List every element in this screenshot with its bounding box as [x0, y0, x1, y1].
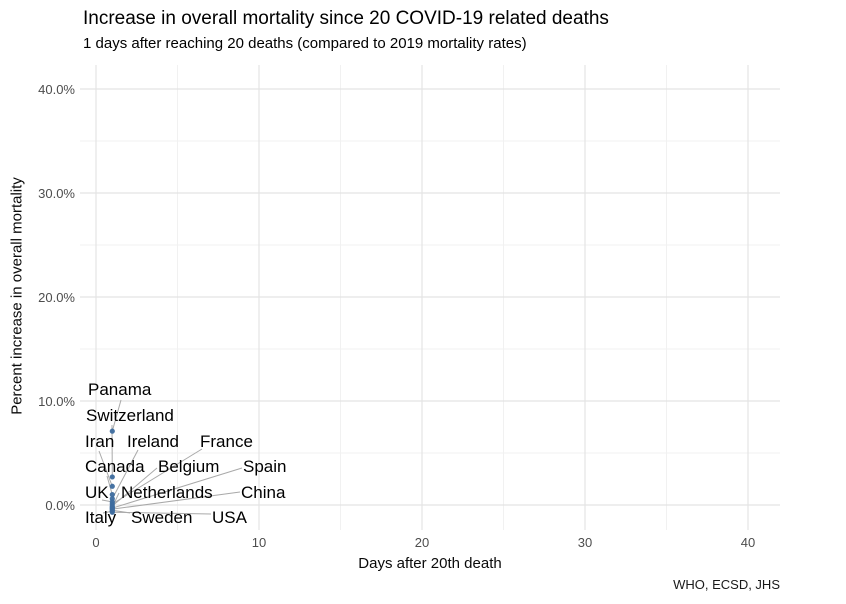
x-axis-title: Days after 20th death [358, 555, 502, 572]
x-tick-label: 0 [92, 535, 100, 550]
leader-line-ireland [111, 449, 139, 499]
leader-line-belgium [111, 467, 158, 507]
leader-line-canada [106, 475, 113, 495]
country-label-china: China [241, 483, 286, 502]
leader-line-china [112, 491, 241, 510]
data-point-uk [109, 499, 115, 505]
y-tick-label: 30.0% [38, 186, 75, 201]
data-point-switzerland [109, 474, 115, 480]
country-label-ireland: Ireland [127, 432, 179, 451]
country-label-italy: Italy [85, 508, 117, 527]
leader-line-usa [112, 511, 212, 515]
country-label-netherlands: Netherlands [121, 483, 213, 502]
country-label-canada: Canada [85, 457, 145, 476]
y-tick-label: 10.0% [38, 394, 75, 409]
leader-line-iran [98, 450, 113, 487]
country-label-panama: Panama [88, 380, 152, 399]
data-point-iran [109, 483, 115, 489]
country-label-france: France [200, 432, 253, 451]
country-label-iran: Iran [85, 432, 115, 451]
leader-line-spain [112, 467, 243, 509]
x-tick-label: 30 [577, 535, 593, 550]
data-point-canada [109, 492, 115, 498]
country-label-uk: UK [85, 483, 109, 502]
source-caption: WHO, ECSD, JHS [673, 577, 780, 592]
country-label-spain: Spain [243, 457, 287, 476]
country-label-belgium: Belgium [158, 457, 220, 476]
leader-line-france [112, 448, 203, 505]
country-label-sweden: Sweden [131, 508, 193, 527]
chart-title: Increase in overall mortality since 20 C… [83, 8, 609, 29]
country-label-switzerland: Switzerland [86, 406, 174, 425]
y-tick-label: 40.0% [38, 82, 75, 97]
x-tick-label: 40 [740, 535, 756, 550]
leader-line-panama [111, 399, 122, 432]
data-point-panama [109, 428, 115, 434]
y-tick-label: 20.0% [38, 290, 75, 305]
data-point-usa [109, 509, 115, 515]
chart-subtitle: 1 days after reaching 20 deaths (compare… [83, 35, 527, 52]
country-label-usa: USA [212, 508, 247, 527]
x-tick-label: 10 [251, 535, 267, 550]
y-tick-label: 0.0% [45, 498, 75, 513]
x-tick-label: 20 [414, 535, 430, 550]
